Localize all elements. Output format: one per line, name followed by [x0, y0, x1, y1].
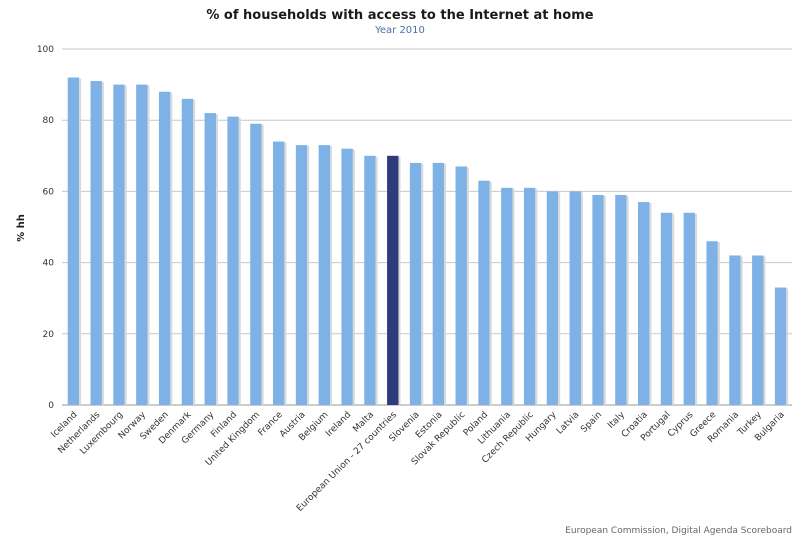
bar-turkey[interactable] [752, 255, 764, 405]
bar-shadow [535, 188, 538, 405]
bar-shadow [512, 188, 515, 405]
bar-germany[interactable] [204, 113, 216, 405]
bar-shadow [307, 146, 310, 405]
bar-shadow [284, 142, 287, 405]
bar-czech-republic[interactable] [523, 187, 536, 405]
bar-shadow [215, 114, 218, 405]
bar-greece[interactable] [706, 241, 718, 405]
bar-ireland[interactable] [341, 148, 353, 405]
bar-european-union-27-countries[interactable] [387, 155, 399, 405]
bar-slovenia[interactable] [409, 162, 422, 405]
x-tick-label: Ireland [324, 410, 353, 439]
bar-shadow [489, 181, 492, 405]
bar-latvia[interactable] [569, 191, 581, 405]
bar-romania[interactable] [729, 255, 741, 405]
bar-shadow [101, 82, 104, 405]
source-credit: European Commission, Digital Agenda Scor… [565, 526, 792, 536]
y-tick-label: 20 [43, 330, 55, 340]
bars [67, 77, 789, 405]
bar-netherlands[interactable] [90, 81, 102, 405]
bar-finland[interactable] [227, 116, 239, 405]
bar-shadow [398, 156, 401, 405]
bar-shadow [695, 213, 698, 405]
x-tick-label: Spain [579, 410, 604, 435]
y-tick-label: 60 [43, 187, 55, 197]
bar-denmark[interactable] [181, 98, 194, 405]
bar-shadow [649, 203, 652, 405]
bar-shadow [763, 256, 766, 405]
bar-spain[interactable] [592, 194, 604, 405]
y-tick-labels: 0 20 40 60 80 100 [37, 45, 54, 411]
bar-shadow [375, 156, 378, 405]
y-axis-label: % hh [16, 214, 27, 242]
bar-shadow [79, 78, 82, 405]
bar-slovak-republic[interactable] [455, 166, 467, 405]
bar-luxembourg[interactable] [113, 84, 125, 405]
bar-bulgaria[interactable] [774, 287, 787, 405]
bar-austria[interactable] [295, 145, 308, 405]
bar-shadow [193, 99, 196, 405]
bar-shadow [261, 124, 264, 405]
bar-italy[interactable] [615, 194, 627, 405]
bar-shadow [626, 195, 629, 405]
bar-shadow [124, 85, 127, 405]
bar-shadow [352, 149, 355, 405]
bar-iceland[interactable] [67, 77, 80, 405]
y-tick-label: 80 [43, 116, 55, 126]
bar-shadow [740, 256, 743, 405]
bar-shadow [170, 92, 173, 405]
y-tick-label: 0 [48, 401, 54, 411]
bar-shadow [786, 288, 789, 405]
x-tick-label: Latvia [555, 410, 581, 436]
bar-shadow [466, 167, 469, 405]
bar-shadow [580, 192, 583, 405]
bar-shadow [330, 146, 333, 405]
chart-title: % of households with access to the Inter… [206, 8, 594, 23]
bar-shadow [421, 163, 424, 405]
bar-sweden[interactable] [158, 91, 171, 405]
bar-lithuania[interactable] [501, 187, 513, 405]
bar-poland[interactable] [478, 180, 490, 405]
bar-norway[interactable] [136, 84, 148, 405]
bar-shadow [558, 192, 561, 405]
bar-portugal[interactable] [660, 212, 673, 405]
bar-france[interactable] [273, 141, 285, 405]
bar-shadow [444, 163, 447, 405]
bar-croatia[interactable] [638, 202, 650, 405]
y-tick-label: 100 [37, 45, 54, 55]
bar-belgium[interactable] [318, 145, 331, 405]
bar-cyprus[interactable] [683, 212, 696, 405]
bar-shadow [672, 213, 675, 405]
bar-shadow [717, 242, 720, 405]
bar-shadow [238, 117, 241, 405]
x-tick-labels: IcelandNetherlandsLuxembourgNorwaySweden… [49, 409, 786, 513]
bar-united-kingdom[interactable] [250, 123, 262, 405]
bar-hungary[interactable] [546, 191, 559, 405]
bar-malta[interactable] [364, 155, 376, 405]
bar-estonia[interactable] [432, 162, 445, 405]
chart-subtitle: Year 2010 [375, 25, 425, 36]
y-tick-label: 40 [43, 259, 55, 269]
bar-shadow [147, 85, 150, 405]
bar-shadow [603, 195, 606, 405]
